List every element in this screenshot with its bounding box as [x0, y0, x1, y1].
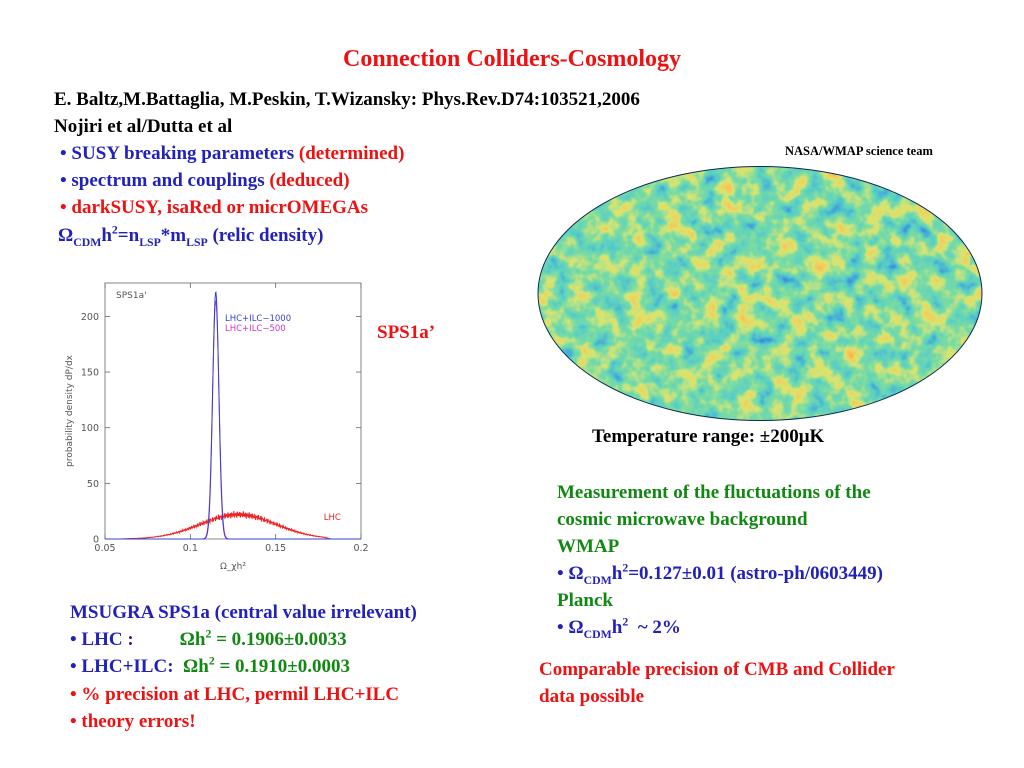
reference-line-1: E. Baltz,M.Battaglia, M.Peskin, T.Wizans… [54, 89, 640, 110]
series-line-1 [105, 300, 361, 540]
relic-density-formula: ΩCDMh2=nLSP*mLSP (relic density) [58, 223, 324, 249]
msugra-lhc: • LHC : Ωh2 = 0.1906±0.0033 [70, 627, 347, 650]
image-credit: NASA/WMAP science team [785, 144, 933, 158]
temperature-range-caption: Temperature range: ±200μK [592, 426, 825, 447]
y-axis-label: probability density dP/dx [65, 354, 75, 467]
x-tick-label: 0.15 [265, 543, 286, 554]
bullet-spectrum: • spectrum and couplings (deduced) [60, 170, 350, 191]
y-tick-label: 150 [81, 368, 99, 379]
wmap-omega-value: • ΩCDMh2=0.127±0.01 (astro-ph/0603449) [557, 561, 883, 587]
series-line-0 [105, 291, 361, 540]
reference-line-2: Nojiri et al/Dutta et al [54, 116, 233, 137]
msugra-percent-precision: • % precision at LHC, permil LHC+ILC [70, 684, 400, 705]
wmap-text-line-2: cosmic microwave background [557, 509, 808, 530]
x-tick-label: 0.1 [183, 543, 198, 554]
planck-heading: Planck [557, 590, 613, 611]
lhc-annotation: LHC [324, 513, 341, 523]
x-tick-label: 0.05 [94, 543, 115, 554]
chart-title: SPS1a' [116, 291, 147, 301]
msugra-lhc-ilc: • LHC+ILC: Ωh2 = 0.1910±0.0003 [70, 654, 350, 677]
wmap-text-line-1: Measurement of the fluctuations of the [557, 482, 871, 503]
bullet-susy: • SUSY breaking parameters (determined) [60, 143, 405, 164]
x-axis-label: Ω_χh² [220, 562, 246, 572]
comparable-line-2: data possible [539, 686, 645, 707]
series-line-2 [105, 510, 361, 540]
x-tick-label: 0.2 [353, 543, 368, 554]
bullet-codes: • darkSUSY, isaRed or micrOMEGAs [60, 197, 369, 218]
sps1a-label: SPS1a’ [377, 322, 436, 343]
wmap-heading: WMAP [557, 536, 620, 557]
y-tick-label: 100 [81, 423, 99, 434]
msugra-header: MSUGRA SPS1a (central value irrelevant) [70, 602, 417, 623]
wmap-sky-map [537, 166, 983, 421]
y-tick-label: 50 [87, 479, 99, 490]
y-tick-label: 0 [93, 535, 99, 546]
planck-omega-value: • ΩCDMh2 ~ 2% [557, 615, 681, 641]
legend-entry-1: LHC+ILC−500 [225, 324, 286, 334]
legend-entry-0: LHC+ILC−1000 [225, 314, 291, 324]
comparable-line-1: Comparable precision of CMB and Collider [539, 659, 895, 680]
relic-density-chart: 0.05 0.1 0.15 0.2 0 50 100 150 200 SPS1a' probabil… [65, 282, 369, 572]
msugra-theory-errors: • theory errors! [70, 711, 196, 732]
y-tick-label: 200 [81, 312, 99, 323]
slide-title: Connection Colliders-Cosmology [343, 46, 681, 72]
